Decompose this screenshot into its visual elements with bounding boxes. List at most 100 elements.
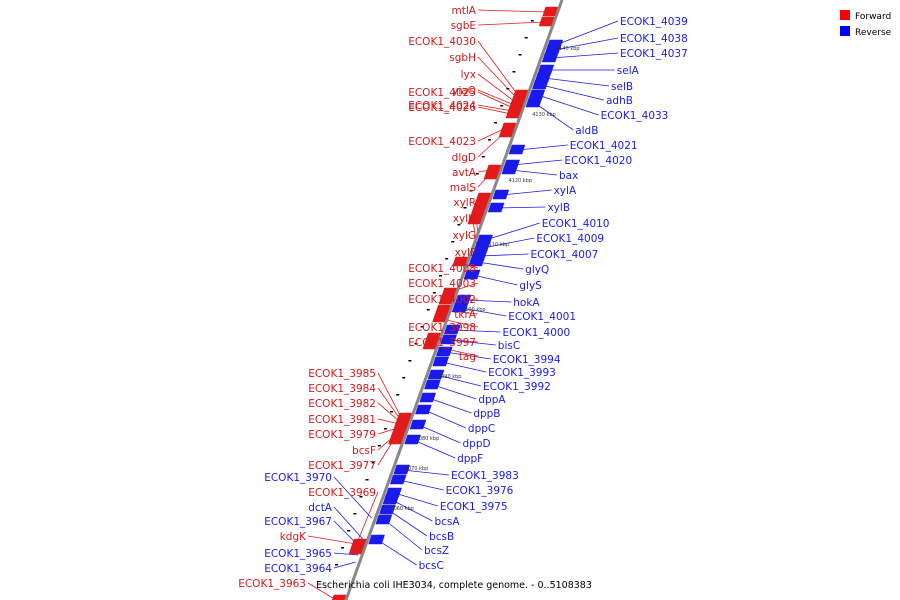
gene-label-ecok1-3965: ECOK1_3965	[264, 548, 332, 560]
gene-feature-bcsa	[382, 494, 400, 505]
gene-label-glys: glyS	[519, 280, 542, 292]
leader-ecok1-4039	[555, 20, 619, 46]
gene-feature-ecok1-3994	[435, 346, 453, 357]
minor-feature-mark	[426, 309, 430, 311]
minor-feature-mark	[481, 156, 485, 158]
legend-reverse-swatch	[840, 26, 850, 36]
leader-ecok1-4020	[512, 159, 563, 166]
leader-ecok1-4007	[479, 253, 529, 257]
gene-label-yiao: yiaO	[452, 85, 476, 97]
minor-feature-mark	[390, 411, 394, 413]
gene-feature-adhb	[532, 79, 549, 90]
gene-labels: mtlAsgbEECOK1_4030sgbHlyxyiaOECOK1_4025E…	[238, 5, 688, 590]
gene-label-tkra: tkrA	[454, 309, 477, 321]
gene-label-avta: avtA	[452, 167, 477, 179]
position-tick-label: 4140 kbp	[556, 46, 580, 52]
leader-dcta	[333, 506, 364, 541]
leader-lyx	[477, 73, 516, 103]
gene-feature-dppa	[424, 379, 441, 390]
gene-feature-xylf	[467, 214, 484, 225]
leader-ecok1-3965	[333, 552, 359, 556]
gene-label-ecok1-3993: ECOK1_3993	[488, 367, 556, 379]
gene-label-ecok1-3970: ECOK1_3970	[264, 472, 332, 484]
minor-feature-mark	[445, 258, 449, 260]
leader-aldb	[534, 102, 574, 131]
gene-label-glyq: glyQ	[525, 264, 549, 276]
leader-ecok1-3970	[333, 476, 372, 519]
leader-xyla	[501, 189, 552, 196]
gene-label-bax: bax	[559, 170, 578, 182]
gene-label-xylb: xylB	[547, 202, 570, 214]
legend: Forward Reverse	[840, 10, 892, 38]
leader-ecok1-4024	[477, 104, 513, 112]
gene-feature-ecok1-3992	[427, 369, 445, 380]
gene-feature-kdgk	[350, 538, 367, 549]
gene-label-ecok1-3997: ECOK1_3997	[408, 337, 476, 349]
gene-label-sela: selA	[617, 65, 640, 77]
gene-feature-ecok1-3983	[393, 464, 411, 475]
minor-feature-mark	[518, 54, 522, 56]
minor-feature-mark	[334, 564, 338, 566]
gene-label-ecok1-3964: ECOK1_3964	[264, 563, 332, 575]
legend-reverse-label: Reverse	[855, 28, 892, 38]
position-tick-label: 4130 kbp	[532, 112, 556, 118]
leader-adhb	[541, 84, 605, 101]
minor-feature-mark	[530, 20, 534, 22]
leader-ecok1-4009	[482, 237, 535, 249]
gene-label-dcta: dctA	[308, 502, 333, 514]
gene-label-ecok1-4024: ECOK1_4024	[408, 100, 476, 112]
gene-label-ecok1-3992: ECOK1_3992	[483, 381, 551, 393]
gene-label-ecok1-3976: ECOK1_3976	[446, 485, 514, 497]
leader-selb	[543, 77, 610, 87]
genome-axis	[344, 0, 564, 600]
minor-feature-mark	[457, 224, 461, 226]
gene-label-ecok1-4001: ECOK1_4001	[508, 311, 576, 323]
gene-label-selb: selB	[611, 81, 633, 93]
leader-ecok1-3992	[436, 374, 482, 387]
leader-xylb	[497, 206, 546, 209]
minor-feature-mark	[414, 343, 418, 345]
gene-feature-mtla	[542, 6, 559, 17]
gene-label-tag: tag	[459, 351, 476, 363]
gene-label-bisc: bisC	[498, 340, 520, 352]
leader-ecok1-3976	[399, 479, 444, 491]
minor-feature-mark	[494, 122, 498, 124]
minor-feature-mark	[463, 207, 467, 209]
gene-label-ecok1-4009: ECOK1_4009	[536, 233, 604, 245]
gene-label-bcsb: bcsB	[429, 531, 454, 543]
gene-label-dppd: dppD	[463, 438, 491, 450]
leader-ecok1-4010	[485, 222, 540, 241]
gene-label-ecok1-4025: ECOK1_4025	[408, 87, 476, 99]
gene-label-xylf: xylF	[455, 247, 476, 259]
position-tick-label: 4120 kbp	[508, 178, 532, 184]
leader-bisc	[449, 339, 496, 346]
map-caption: Escherichia coli IHE3034, complete genom…	[316, 580, 592, 591]
gene-label-ecok1-3963: ECOK1_3963	[238, 578, 306, 590]
leader-bcsz	[384, 519, 423, 551]
leader-ecok1-4025	[477, 91, 514, 109]
gene-feature-xylb	[487, 202, 505, 213]
leader-ecok1-3963	[307, 582, 337, 600]
gene-label-xyla: xylA	[554, 185, 577, 197]
gene-label-sgbe: sgbE	[451, 20, 476, 32]
leader-glyq	[477, 261, 524, 270]
minor-feature-mark	[432, 292, 436, 294]
gene-feature-glyq	[468, 256, 486, 267]
gene-feature-bisc	[440, 334, 457, 345]
gene-label-kdgk: kdgK	[280, 531, 307, 543]
gene-feature-bcsz	[375, 514, 393, 525]
leader-bcsb	[388, 509, 428, 537]
gene-label-bcsf: bcsF	[352, 445, 376, 457]
gene-feature-dppd	[409, 419, 427, 430]
minor-feature-mark	[408, 360, 412, 362]
minor-feature-mark	[347, 530, 351, 532]
leader-bax	[510, 169, 558, 176]
gene-feature-ecok1-4037	[541, 52, 559, 63]
leader-ecok1-4000	[453, 329, 501, 333]
gene-label-lyx: lyx	[461, 69, 476, 81]
gene-label-ecok1-3977: ECOK1_3977	[308, 460, 376, 472]
gene-label-ecok1-4020: ECOK1_4020	[564, 155, 632, 167]
leader-dppa	[433, 384, 477, 400]
leader-ecok1-4033	[537, 94, 599, 116]
